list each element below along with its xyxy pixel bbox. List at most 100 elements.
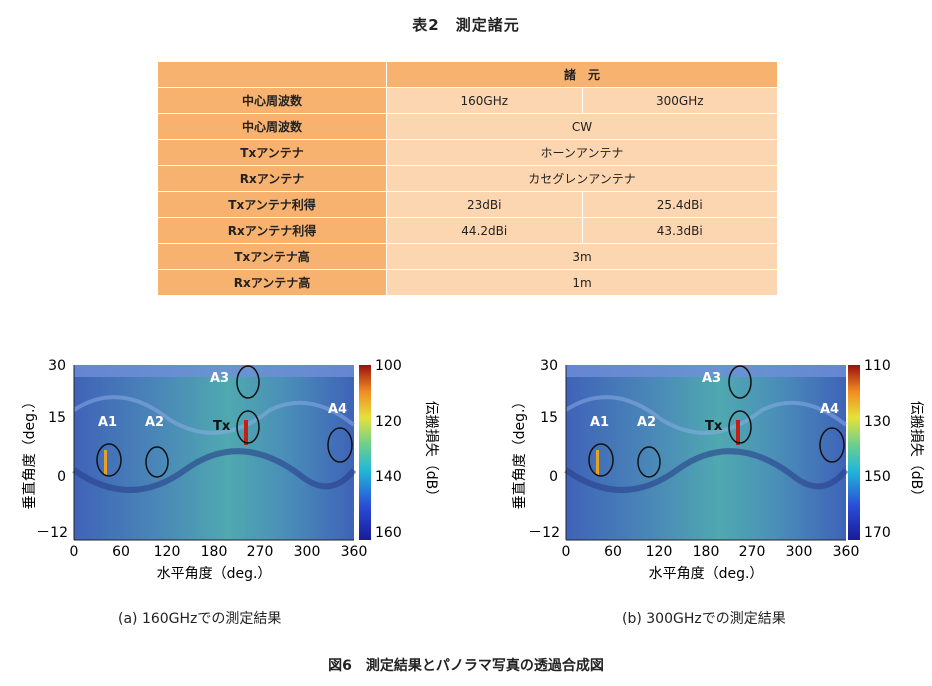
colorbar-tick: 150 <box>864 469 891 485</box>
y-axis-label: 垂直角度（deg.） <box>511 395 528 510</box>
x-tick: 300 <box>294 544 321 560</box>
y-tick: 15 <box>540 410 558 426</box>
subcaption-b: (b) 300GHzでの測定結果 <box>622 611 786 627</box>
panorama-overlay-line <box>564 395 848 435</box>
row-value: 160GHz <box>386 87 583 114</box>
row-label: 中心周波数 <box>157 87 387 114</box>
x-tick: 270 <box>739 544 766 560</box>
panorama-overlay-line <box>72 448 357 493</box>
x-axis-label: 水平角度（deg.） <box>649 566 764 582</box>
y-tick: 0 <box>549 469 558 485</box>
colorbar <box>359 365 371 540</box>
header-empty-cell <box>157 61 387 88</box>
y-tick: 15 <box>48 410 66 426</box>
x-tick: 60 <box>112 544 130 560</box>
row-label: Txアンテナ高 <box>157 243 387 270</box>
y-tick: 30 <box>540 358 558 374</box>
annotation-tx: Tx <box>705 419 723 434</box>
table-header-row: 諸 元 <box>157 61 778 88</box>
subcaption-a: (a) 160GHzでの測定結果 <box>118 611 282 627</box>
ellipse-tx <box>236 410 260 444</box>
hotspot-tx <box>736 420 740 445</box>
row-label: Rxアンテナ <box>157 165 387 192</box>
table-row: Rxアンテナ高 1m <box>157 269 778 296</box>
annotation-a4: A4 <box>820 402 839 417</box>
row-value: CW <box>386 113 778 140</box>
row-value: 23dBi <box>386 191 583 218</box>
colorbar-label: 伝搬損失（dB） <box>908 401 924 504</box>
colorbar-tick: 170 <box>864 525 891 541</box>
table-row: 中心周波数 160GHz 300GHz <box>157 87 778 114</box>
x-tick: 360 <box>833 544 860 560</box>
row-value: カセグレンアンテナ <box>386 165 778 192</box>
ellipse-a2 <box>145 446 169 478</box>
ellipse-a2 <box>637 446 661 478</box>
hotspot-tx <box>244 420 248 445</box>
annotation-a3: A3 <box>702 371 721 386</box>
row-label: Txアンテナ利得 <box>157 191 387 218</box>
row-value: 43.3dBi <box>581 217 778 244</box>
x-tick: 0 <box>70 544 79 560</box>
ellipse-a4 <box>327 427 353 463</box>
row-label: 中心周波数 <box>157 113 387 140</box>
annotation-a2: A2 <box>145 415 164 430</box>
spec-table: 諸 元 中心周波数 160GHz 300GHz 中心周波数 CW Txアンテナ … <box>157 61 778 296</box>
panorama-top-band <box>566 365 846 377</box>
y-tick: －12 <box>36 525 68 541</box>
colorbar-tick: 120 <box>375 414 402 430</box>
panorama-overlay-line <box>72 395 356 435</box>
row-value: 300GHz <box>581 87 778 114</box>
plot-b: A1 A2 A3 Tx A4 30 15 0 －12 0 60 120 180 … <box>511 358 924 582</box>
ellipse-a1 <box>96 443 122 477</box>
hotspot-a1 <box>596 450 599 475</box>
y-tick: 30 <box>48 358 66 374</box>
ellipse-a4 <box>819 427 845 463</box>
plot-a: A1 A2 A3 Tx A4 30 15 0 －12 0 60 120 180 … <box>21 358 439 582</box>
colorbar-tick: 140 <box>375 469 402 485</box>
colorbar-tick: 110 <box>864 358 891 374</box>
ellipse-a3 <box>728 365 752 399</box>
colorbar-label: 伝搬損失（dB） <box>423 401 439 504</box>
row-value: 25.4dBi <box>581 191 778 218</box>
panorama-overlay-line <box>564 448 849 493</box>
x-tick: 0 <box>562 544 571 560</box>
colorbar-tick: 100 <box>375 358 402 374</box>
x-tick: 180 <box>693 544 720 560</box>
annotation-tx: Tx <box>213 419 231 434</box>
table-row: Txアンテナ高 3m <box>157 243 778 270</box>
y-axis-label: 垂直角度（deg.） <box>21 395 38 510</box>
row-value: 1m <box>386 269 778 296</box>
annotation-a3: A3 <box>210 371 229 386</box>
row-value: 44.2dBi <box>386 217 583 244</box>
annotation-a4: A4 <box>328 402 347 417</box>
x-tick: 360 <box>341 544 368 560</box>
table-row: Txアンテナ ホーンアンテナ <box>157 139 778 166</box>
colorbar-tick: 130 <box>864 414 891 430</box>
x-tick: 60 <box>604 544 622 560</box>
table-row: Rxアンテナ利得 44.2dBi 43.3dBi <box>157 217 778 244</box>
hotspot-a1 <box>104 450 107 475</box>
x-tick: 180 <box>201 544 228 560</box>
x-tick: 270 <box>247 544 274 560</box>
figure-caption: 図6 測定結果とパノラマ写真の透過合成図 <box>328 658 604 674</box>
row-value: ホーンアンテナ <box>386 139 778 166</box>
row-label: Rxアンテナ利得 <box>157 217 387 244</box>
x-tick: 120 <box>646 544 673 560</box>
x-axis-label: 水平角度（deg.） <box>157 566 272 582</box>
y-tick: 0 <box>57 469 66 485</box>
header-cell: 諸 元 <box>386 61 778 88</box>
table-title: 表2 測定諸元 <box>412 16 520 34</box>
ellipse-a1 <box>588 443 614 477</box>
table-row: 中心周波数 CW <box>157 113 778 140</box>
x-tick: 120 <box>154 544 181 560</box>
table-row: Rxアンテナ カセグレンアンテナ <box>157 165 778 192</box>
row-label: Rxアンテナ高 <box>157 269 387 296</box>
table-row: Txアンテナ利得 23dBi 25.4dBi <box>157 191 778 218</box>
ellipse-tx <box>728 410 752 444</box>
row-value: 3m <box>386 243 778 270</box>
x-tick: 300 <box>786 544 813 560</box>
ellipse-a3 <box>236 365 260 399</box>
annotation-a1: A1 <box>98 415 117 430</box>
annotation-a1: A1 <box>590 415 609 430</box>
panorama-top-band <box>74 365 354 377</box>
